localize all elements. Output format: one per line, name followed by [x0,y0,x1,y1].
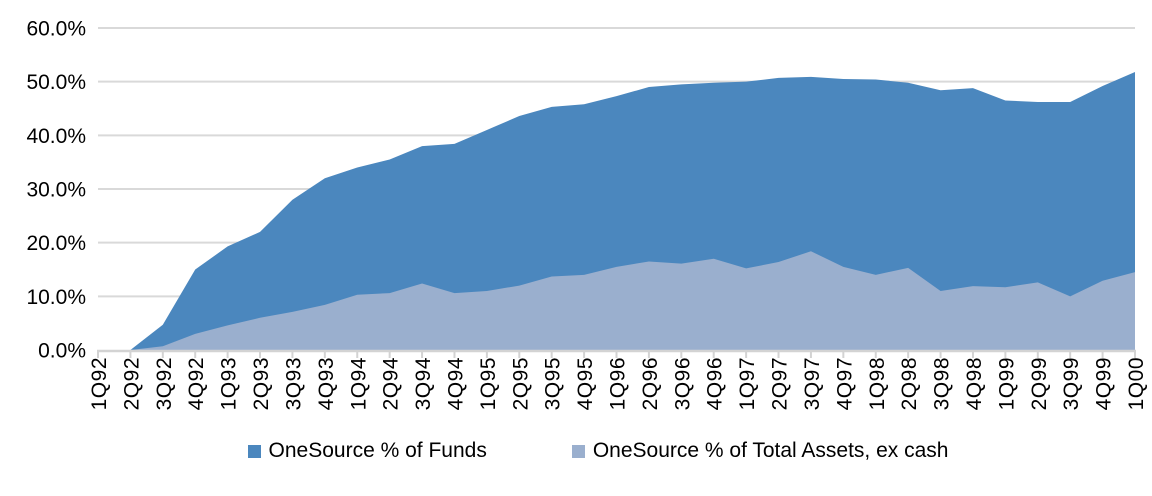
legend-label-assets: OneSource % of Total Assets, ex cash [592,439,949,462]
x-tick-label: 2Q99 [1028,357,1051,410]
legend-swatch-funds-icon [247,445,261,458]
x-tick-label: 4Q93 [315,357,338,410]
legend-swatch-assets-icon [571,445,585,458]
x-tick-label: 1Q92 [88,357,111,410]
x-tick-label: 1Q95 [477,357,500,410]
y-tick-label: 50.0% [26,71,86,94]
y-tick-label: 10.0% [26,286,86,309]
y-tick-label: 40.0% [26,125,86,148]
area-series-1 [98,251,1135,350]
x-tick-label: 3Q94 [412,357,435,410]
x-tick-label: 1Q99 [995,357,1018,410]
x-tick-label: 2Q95 [509,357,532,410]
x-tick-label: 4Q94 [444,357,467,410]
x-tick-label: 2Q93 [250,357,273,410]
chart-legend: OneSource % of Funds OneSource % of Tota… [0,438,1152,464]
x-tick-label: 3Q99 [1060,357,1083,410]
x-tick-label: 1Q98 [866,357,889,410]
x-tick-label: 1Q00 [1125,357,1148,410]
area-chart: 0.0% 10.0% 20.0% 30.0% 40.0% 50.0% 60.0% 1Q92 2Q… [26,18,1148,411]
legend-item-funds: OneSource % of Funds [247,438,487,464]
x-tick-label: 4Q95 [574,357,597,410]
x-tick-label: 4Q99 [1093,357,1116,410]
x-tick-label: 4Q98 [963,357,986,410]
x-tick-label: 3Q98 [931,357,954,410]
legend-item-assets: OneSource % of Total Assets, ex cash [571,438,949,464]
y-tick-label: 60.0% [26,18,86,41]
x-tick-label: 2Q96 [639,357,662,410]
x-tick-label: 2Q94 [380,357,403,410]
x-tick-label: 2Q98 [898,357,921,410]
x-tick-label: 1Q93 [218,357,241,410]
x-tick-label: 4Q92 [185,357,208,410]
x-tick-label: 2Q92 [120,357,143,410]
x-tick-label: 4Q97 [833,357,856,410]
x-tick-label: 3Q97 [801,357,824,410]
x-tick-label: 3Q92 [153,357,176,410]
y-tick-label: 0.0% [38,340,86,363]
x-tick-label: 3Q93 [282,357,305,410]
y-tick-label: 20.0% [26,232,86,255]
x-tick-label: 4Q96 [704,357,727,410]
x-tick-label: 2Q97 [769,357,792,410]
x-tick-label: 1Q96 [607,357,630,410]
x-tick-label: 1Q97 [736,357,759,410]
x-tick-label: 3Q96 [671,357,694,410]
x-tick-label: 1Q94 [347,357,370,410]
x-tick-label: 3Q95 [542,357,565,410]
legend-label-funds: OneSource % of Funds [268,439,487,462]
y-tick-label: 30.0% [26,179,86,202]
